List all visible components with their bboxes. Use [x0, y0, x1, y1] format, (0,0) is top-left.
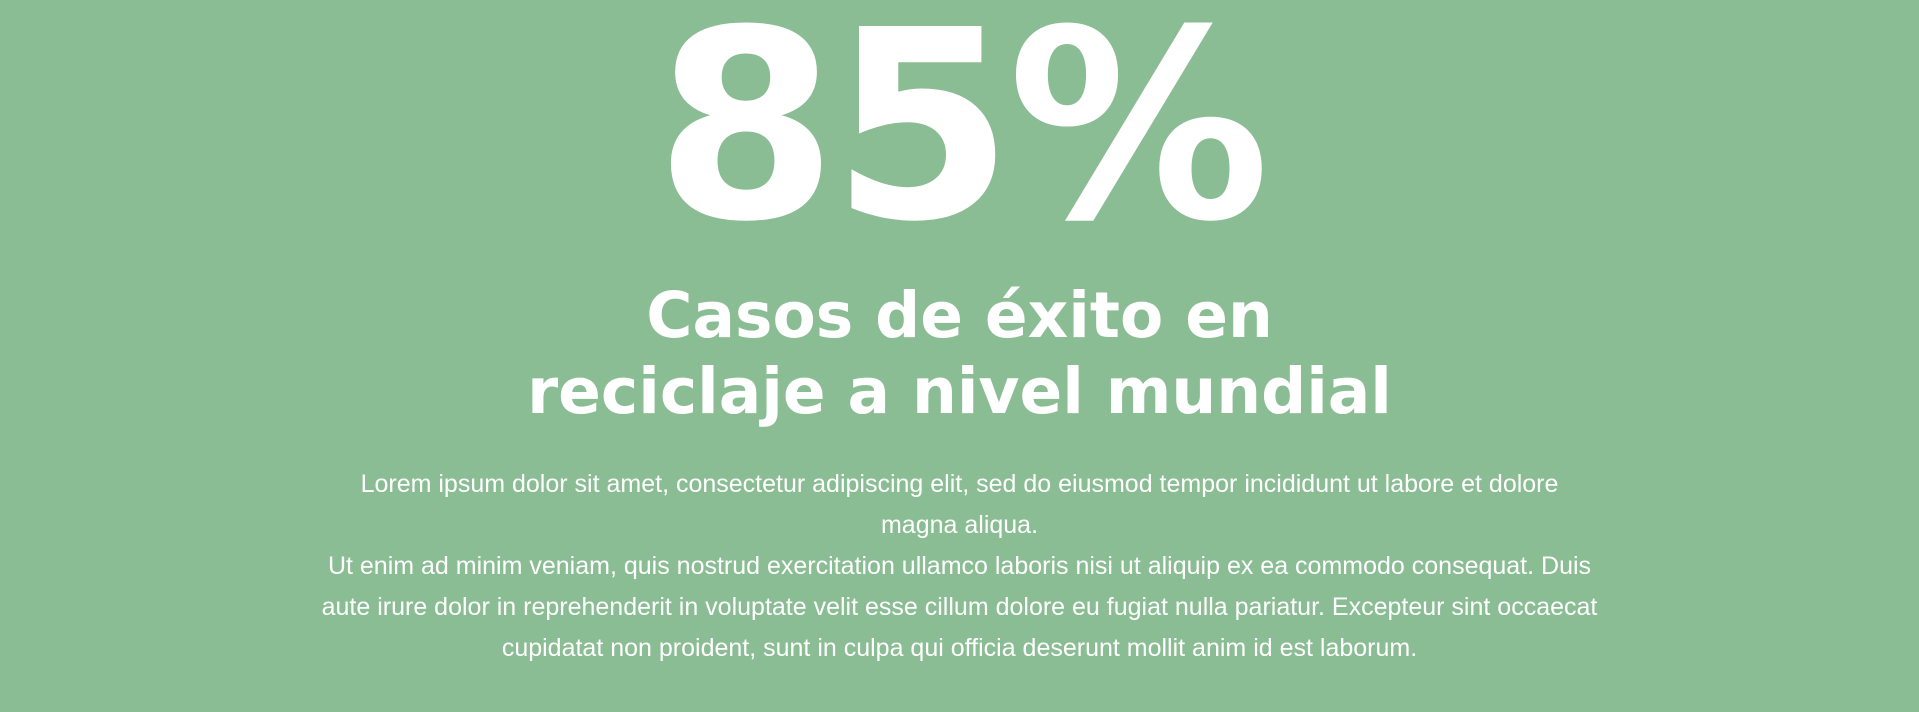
body-paragraph-2: Ut enim ad minim veniam, quis nostrud ex…	[321, 552, 1598, 662]
headline-line-2: reciclaje a nivel mundial	[527, 355, 1392, 428]
headline-line-1: Casos de éxito en	[646, 279, 1273, 352]
body-text: Lorem ipsum dolor sit amet, consectetur …	[320, 464, 1600, 669]
section-headline: Casos de éxito en reciclaje a nivel mund…	[0, 278, 1919, 430]
body-paragraph-1: Lorem ipsum dolor sit amet, consectetur …	[360, 470, 1559, 539]
stat-value: 85%	[654, 0, 1270, 279]
